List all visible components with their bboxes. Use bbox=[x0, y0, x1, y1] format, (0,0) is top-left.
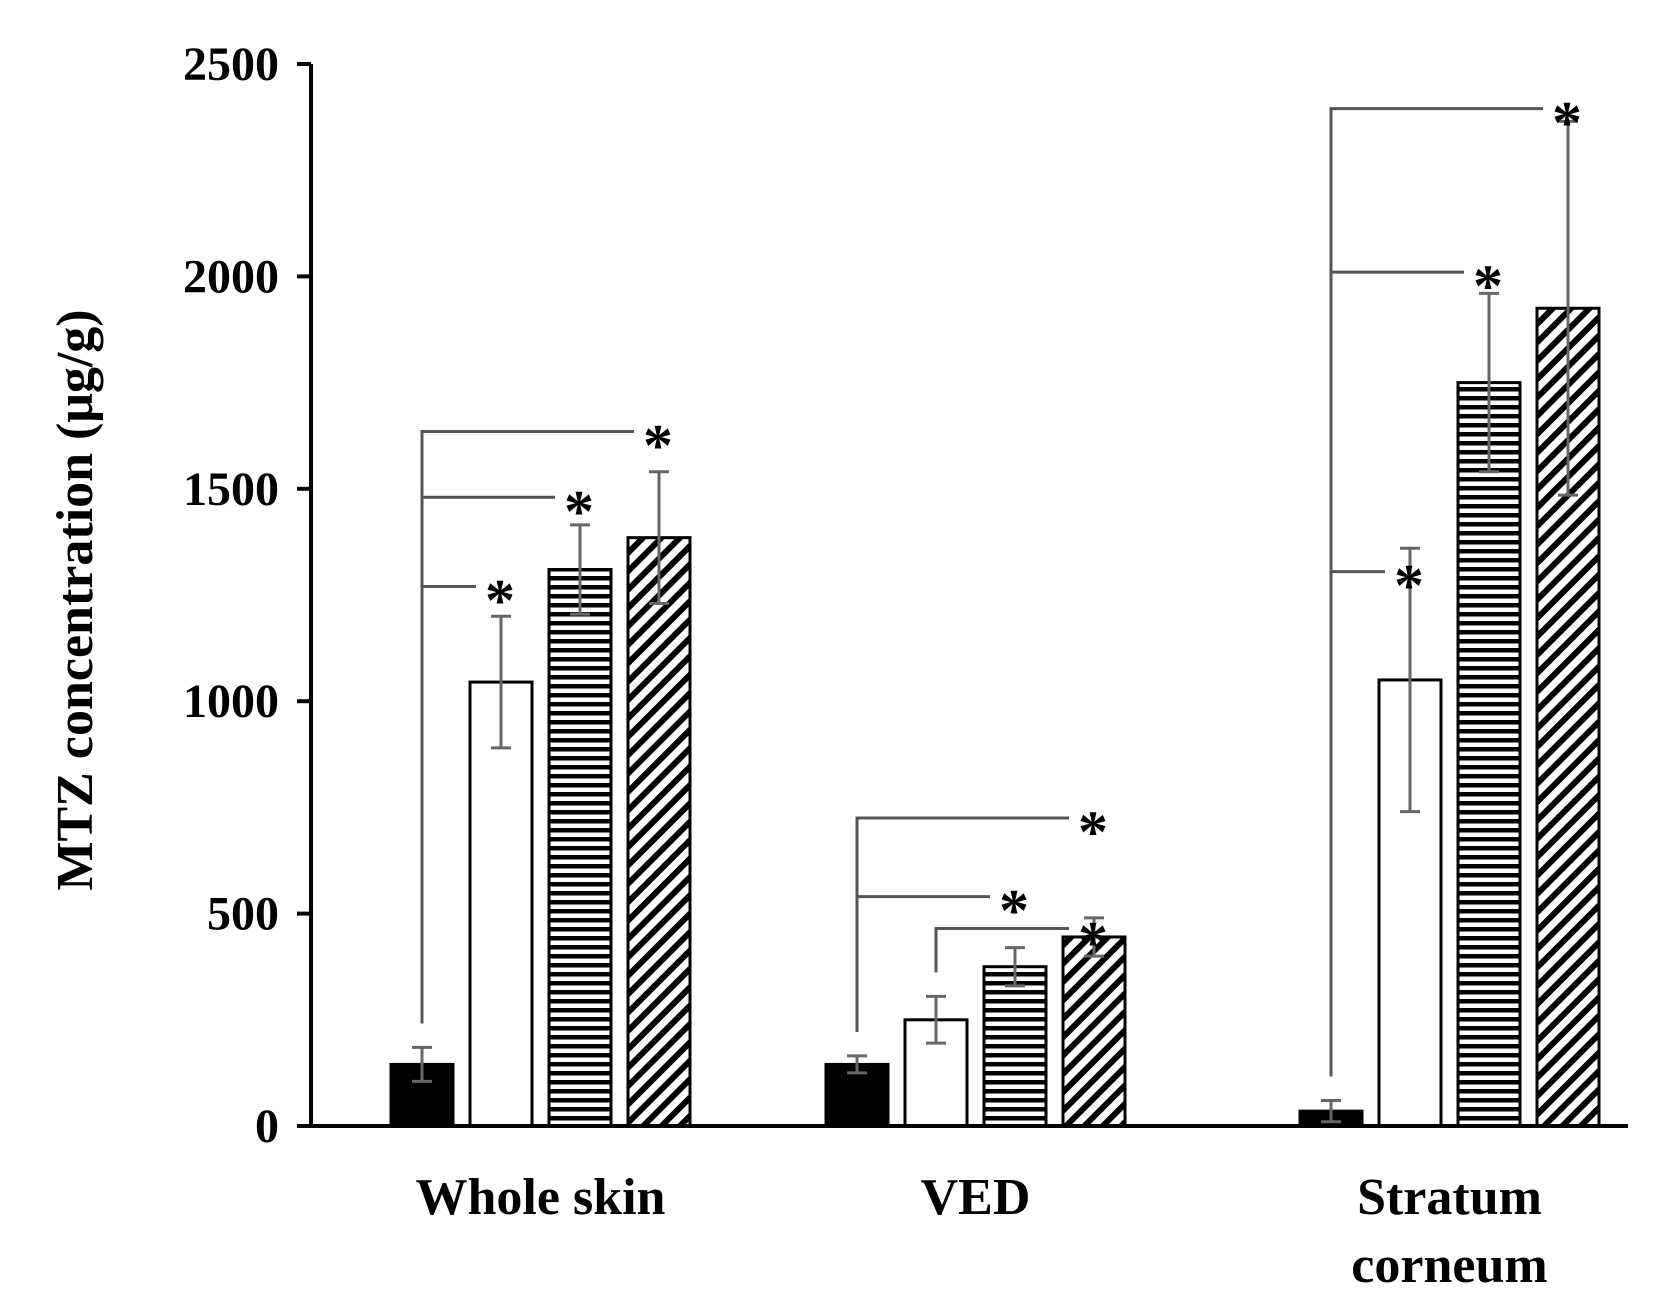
y-axis-title-group: MTZ concentration (μg/g) bbox=[47, 309, 104, 890]
category-label-0-line-0: Whole skin bbox=[416, 1169, 666, 1226]
significance-star-8: * bbox=[1552, 90, 1582, 156]
y-tick-label-2000: 2000 bbox=[183, 250, 279, 303]
significance-star-4: * bbox=[1078, 799, 1108, 865]
y-tick-label-1000: 1000 bbox=[183, 675, 279, 728]
y-tick-label-1500: 1500 bbox=[183, 463, 279, 516]
significance-star-0: * bbox=[485, 568, 515, 634]
y-tick-label-500: 500 bbox=[207, 888, 279, 941]
significance-bracket-6 bbox=[1329, 570, 1385, 1077]
category-label-2-line-0: Stratum bbox=[1357, 1169, 1542, 1226]
y-axis-title: MTZ concentration (μg/g) bbox=[47, 309, 104, 890]
significance-bracket-8 bbox=[1329, 107, 1543, 1077]
significance-bracket-0 bbox=[420, 585, 476, 1024]
significance-star-2: * bbox=[643, 412, 673, 478]
significance-bracket-3 bbox=[855, 895, 990, 1032]
category-label-1-line-0: VED bbox=[921, 1169, 1031, 1226]
significance-bracket-2 bbox=[420, 429, 634, 1024]
significance-star-5: * bbox=[1078, 909, 1108, 975]
category-label-2-line-1: corneum bbox=[1351, 1237, 1547, 1294]
significance-star-7: * bbox=[1473, 253, 1503, 319]
significance-bracket-5 bbox=[934, 926, 1069, 973]
significance-star-3: * bbox=[999, 878, 1029, 944]
significance-bracket-4 bbox=[855, 816, 1069, 1032]
bar-series-3-cat-1 bbox=[982, 965, 1048, 1128]
bar-series-1-cat-1 bbox=[824, 1062, 890, 1128]
significance-star-6: * bbox=[1394, 553, 1424, 619]
y-tick-label-2500: 2500 bbox=[183, 38, 279, 91]
y-tick-label-0: 0 bbox=[255, 1100, 279, 1153]
plot-area: 0 500 1000 1500 2000 2500 * * * * * * * * * Whole skin V… bbox=[183, 38, 1628, 1294]
bar-series-3-cat-0 bbox=[547, 568, 613, 1128]
bar-series-3-cat-2 bbox=[1456, 381, 1522, 1128]
bar-series-4-cat-0 bbox=[626, 536, 692, 1128]
significance-star-1: * bbox=[564, 478, 594, 544]
